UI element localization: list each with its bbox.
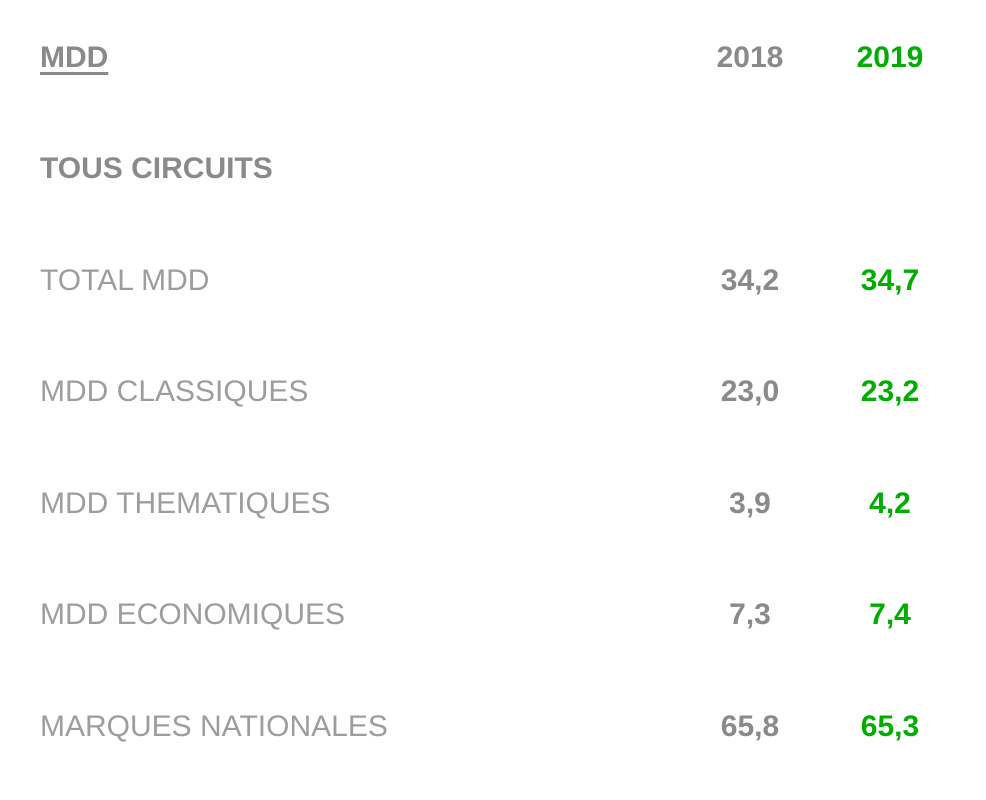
value-2019: 7,4 bbox=[869, 598, 911, 632]
value-2019: 34,7 bbox=[860, 263, 920, 297]
value-2019: 4,2 bbox=[869, 486, 911, 520]
column-header-2019: 2019 bbox=[856, 40, 924, 74]
table-header-row: MDD 2018 2019 bbox=[0, 2, 986, 114]
row-label: TOTAL MDD bbox=[40, 263, 210, 297]
value-2018: 7,3 bbox=[729, 598, 771, 632]
table-row: MDD THEMATIQUES 3,9 4,2 bbox=[0, 448, 986, 560]
value-2018: 34,2 bbox=[720, 263, 780, 297]
value-2018: 3,9 bbox=[729, 486, 771, 520]
value-2018: 65,8 bbox=[720, 709, 780, 743]
value-2019: 23,2 bbox=[860, 375, 920, 409]
table-row: MDD ECONOMIQUES 7,3 7,4 bbox=[0, 560, 986, 672]
row-label: MDD THEMATIQUES bbox=[40, 486, 331, 520]
table-row: TOTAL MDD 34,2 34,7 bbox=[0, 225, 986, 337]
row-label: MDD CLASSIQUES bbox=[40, 375, 309, 409]
table-row: MDD CLASSIQUES 23,0 23,2 bbox=[0, 337, 986, 449]
table-title: MDD bbox=[40, 40, 109, 74]
table-row: MARQUES NATIONALES 65,8 65,3 bbox=[0, 671, 986, 783]
column-header-2018: 2018 bbox=[716, 40, 784, 74]
section-header-row: TOUS CIRCUITS bbox=[0, 114, 986, 226]
value-2018: 23,0 bbox=[720, 375, 780, 409]
row-label: MDD ECONOMIQUES bbox=[40, 598, 346, 632]
section-title: TOUS CIRCUITS bbox=[40, 152, 273, 186]
value-2019: 65,3 bbox=[860, 709, 920, 743]
row-label: MARQUES NATIONALES bbox=[40, 709, 388, 743]
